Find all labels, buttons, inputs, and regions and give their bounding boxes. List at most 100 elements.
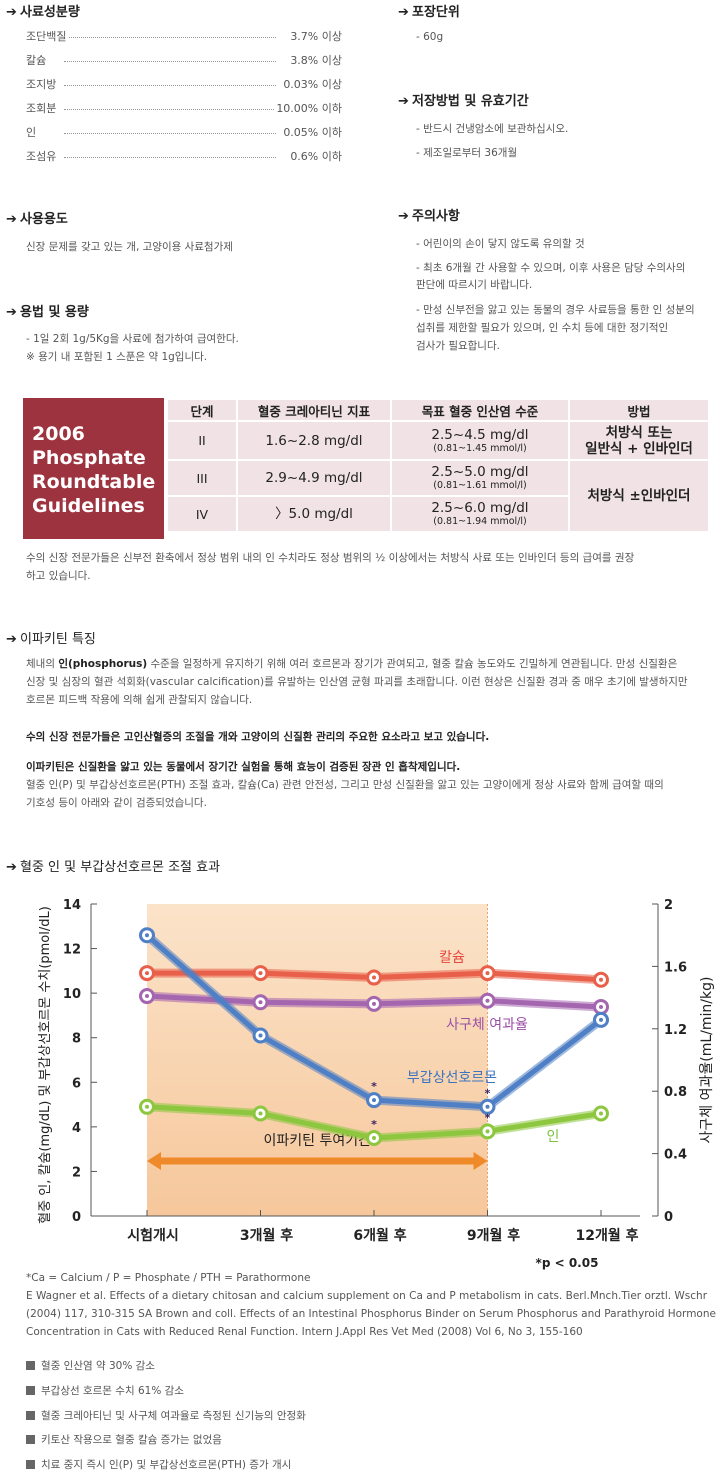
composition-value: 3.8% 이상 bbox=[288, 52, 342, 68]
data-point-center bbox=[258, 1111, 263, 1116]
y-tick-label: 4 bbox=[72, 1121, 81, 1136]
y2-tick-label: 2 bbox=[664, 898, 673, 913]
guidelines-note: 수의 신장 전문가들은 신부전 환축에서 정상 범위 내의 인 수치라도 정상 … bbox=[26, 552, 635, 564]
arrow-right-icon: ➔ bbox=[398, 209, 409, 224]
header-creatinine: 혈중 크레아티닌 지표 bbox=[238, 400, 390, 420]
guidelines-header-row: 단계 혈중 크레아티닌 지표 목표 혈중 인산염 수준 방법 bbox=[168, 400, 708, 420]
stage-cell: III bbox=[168, 461, 236, 495]
guidelines-row: III 2.9~4.9 mg/dl 2.5~5.0 mg/dl (0.81~1.6… bbox=[168, 461, 708, 531]
y2-tick-label: 1.6 bbox=[664, 960, 687, 975]
composition-row: 인 0.05% 이하 bbox=[26, 124, 342, 140]
guidelines-note: 하고 있습니다. bbox=[26, 570, 91, 582]
dotted-leader bbox=[64, 37, 276, 38]
composition-heading: ➔ 사료성분량 bbox=[6, 5, 80, 20]
dotted-leader bbox=[64, 85, 276, 86]
arrow-right-icon: ➔ bbox=[398, 94, 409, 109]
caution-line: - 어린이의 손이 닿지 않도록 유의할 것 bbox=[416, 238, 585, 250]
packaging-heading: ➔ 포장단위 bbox=[398, 5, 460, 20]
guidelines-table: 단계 혈중 크레아티닌 지표 목표 혈중 인산염 수준 방법 II 1.6~2.… bbox=[166, 398, 710, 533]
footnote-line: E Wagner et al. Effects of a dietary chi… bbox=[26, 1290, 708, 1302]
data-point-center bbox=[485, 998, 490, 1003]
data-point-center bbox=[372, 1136, 376, 1140]
composition-value: 10.00% 이하 bbox=[274, 100, 342, 116]
series-label: 사구체 여과율 bbox=[446, 1017, 528, 1033]
dosage-heading: ➔ 용법 및 용량 bbox=[6, 305, 89, 320]
data-point-center bbox=[145, 971, 149, 976]
composition-value: 0.05% 이하 bbox=[281, 124, 342, 140]
y-tick-label: 0 bbox=[72, 1210, 81, 1225]
period-arrow-right-head bbox=[473, 1152, 488, 1170]
data-point-center bbox=[145, 994, 149, 999]
footnote-line: Concentration in Cats with Reduced Renal… bbox=[26, 1326, 583, 1338]
square-bullet-icon bbox=[26, 1460, 35, 1469]
guidelines-row: II 1.6~2.8 mg/dl 2.5~4.5 mg/dl (0.81~1.45… bbox=[168, 422, 708, 459]
composition-row: 조지방 0.03% 이상 bbox=[26, 76, 342, 92]
features-heading: ➔ 이파키틴 특징 bbox=[6, 632, 96, 647]
square-bullet-icon bbox=[26, 1435, 35, 1444]
data-point-center bbox=[372, 1098, 376, 1103]
composition-name: 조회분 bbox=[26, 100, 59, 116]
data-point-center bbox=[599, 977, 603, 982]
creatinine-cell: 2.9~4.9 mg/dl bbox=[238, 461, 390, 495]
period-label: 이파키틴 투여기간 bbox=[264, 1133, 372, 1149]
arrow-right-icon: ➔ bbox=[6, 212, 17, 227]
significance-marker: * bbox=[371, 1118, 377, 1131]
significance-marker: * bbox=[485, 1111, 491, 1124]
summary-item: 혈중 크레아티닌 및 사구체 여과율로 측정된 신기능의 안정화 bbox=[26, 1408, 306, 1423]
arrow-right-icon: ➔ bbox=[6, 632, 17, 647]
square-bullet-icon bbox=[26, 1386, 35, 1395]
arrow-right-icon: ➔ bbox=[6, 860, 17, 875]
y-tick-label: 6 bbox=[72, 1076, 81, 1091]
summary-item: 키토산 작용으로 혈중 칼슘 증가는 없었음 bbox=[26, 1432, 222, 1447]
target-cell: 2.5~6.0 mg/dl (0.81~1.94 mmol/l) bbox=[392, 497, 568, 531]
data-point-center bbox=[258, 1000, 263, 1005]
y2-axis-title: 사구체 여과율(mL/min/kg) bbox=[699, 977, 715, 1144]
data-point-center bbox=[599, 1004, 603, 1009]
data-point-center bbox=[485, 1129, 490, 1134]
summary-item: 치료 중지 즉시 인(P) 및 부갑상선호르몬(PTH) 증가 개시 bbox=[26, 1457, 291, 1472]
data-point-center bbox=[599, 1017, 603, 1022]
y-tick-label: 12 bbox=[63, 943, 81, 958]
significance-marker: * bbox=[485, 1087, 491, 1100]
caution-line: 검사가 필요합니다. bbox=[416, 340, 500, 352]
arrow-right-icon: ➔ bbox=[6, 305, 17, 320]
target-cell: 2.5~5.0 mg/dl (0.81~1.61 mmol/l) bbox=[392, 461, 568, 495]
composition-name: 인 bbox=[26, 124, 39, 140]
square-bullet-icon bbox=[26, 1411, 35, 1420]
composition-name: 조섬유 bbox=[26, 148, 59, 164]
stage-cell: IV bbox=[168, 497, 236, 531]
composition-name: 칼슘 bbox=[26, 52, 49, 68]
x-tick-label: 3개월 후 bbox=[240, 1227, 293, 1244]
composition-row: 칼슘 3.8% 이상 bbox=[26, 52, 342, 68]
series-label: 부갑상선호르몬 bbox=[407, 1070, 497, 1086]
features-paragraph: 체내의 인(phosphorus) 수준을 일정하게 유지하기 위해 여러 호르… bbox=[26, 658, 678, 670]
data-point-center bbox=[372, 1001, 376, 1006]
line-chart: 0 2 4 6 8 10 12 14 0 0.4 0.8 1.2 1.6 2 시험개시 3개월 후 6개월 후 9… bbox=[38, 898, 715, 1270]
guidelines-title: 2006 Phosphate Roundtable Guidelines bbox=[32, 423, 156, 517]
significance-marker: * bbox=[371, 1080, 377, 1093]
dotted-leader bbox=[64, 133, 276, 134]
caution-line: 섭취를 제한할 필요가 있으며, 인 수치 등에 대한 정기적인 bbox=[416, 322, 669, 334]
data-point-center bbox=[372, 975, 376, 980]
composition-row: 조회분 10.00% 이하 bbox=[26, 100, 342, 116]
x-tick-label: 12개월 후 bbox=[576, 1227, 639, 1244]
y2-tick-label: 0.8 bbox=[664, 1085, 687, 1100]
y2-tick-label: 1.2 bbox=[664, 1023, 687, 1038]
storage-line: - 반드시 건냉암소에 보관하십시오. bbox=[416, 123, 569, 135]
header-method: 방법 bbox=[570, 400, 708, 420]
composition-name: 조지방 bbox=[26, 76, 59, 92]
data-point-center bbox=[485, 971, 490, 976]
y-axis-title: 혈중 인, 칼슘(mg/dL) 및 부갑상선호르몬 수치(pmol/dL) bbox=[38, 906, 53, 1224]
y-tick-label: 14 bbox=[63, 898, 81, 913]
features-highlight: 이파키틴은 신질환을 앓고 있는 동물에서 장기간 실험을 통해 효능이 검증된… bbox=[26, 761, 461, 773]
method-cell: 처방식 ±인바인더 bbox=[570, 461, 708, 531]
x-tick-label: 6개월 후 bbox=[353, 1227, 406, 1244]
caution-line: - 최초 6개월 간 사용할 수 있으며, 이후 사용은 담당 수의사의 bbox=[416, 262, 686, 274]
stage-cell: II bbox=[168, 422, 236, 459]
creatinine-cell: 〉5.0 mg/dl bbox=[238, 497, 390, 531]
caution-line: 판단에 따르시기 바랍니다. bbox=[416, 279, 533, 291]
target-cell: 2.5~4.5 mg/dl (0.81~1.45 mmol/l) bbox=[392, 422, 568, 459]
dotted-leader bbox=[64, 157, 276, 158]
series-label: 칼슘 bbox=[439, 950, 465, 966]
data-point-center bbox=[599, 1111, 603, 1116]
